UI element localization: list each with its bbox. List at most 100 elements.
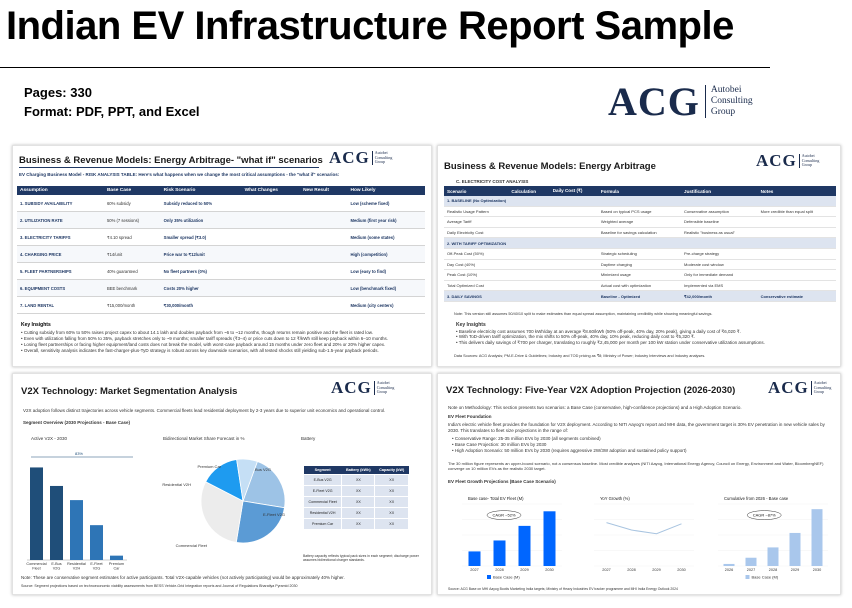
segmentation-charts: Active V2X - 2030 Bidirectional Market S…: [26, 436, 316, 571]
table-cell: 2. UTILIZATION RATE: [17, 211, 104, 229]
slide-energy-arbitrage[interactable]: Business & Revenue Models: Energy Arbitr…: [437, 145, 841, 367]
table-cell: [508, 280, 550, 292]
table-cell: [508, 206, 550, 218]
electricity-cost-table: Scenario Calculation Daily Cost (₹) Form…: [444, 186, 836, 302]
segment-overview-label: Segment Overview (2030 Projections - Bas…: [23, 420, 131, 425]
table-cell: [508, 259, 550, 271]
table-cell: [549, 290, 598, 302]
insight-item: • This delivers daily savings of ₹700 pe…: [456, 340, 765, 346]
pie-slice: [236, 458, 258, 502]
title-underline: [19, 167, 319, 169]
table-row: 2. UTILIZATION RATE 50% (7 sessions) Only …: [17, 211, 425, 229]
insight-text: Baseline electricity cost assumes 700 kW…: [458, 328, 741, 334]
table-cell: 1. SUBSIDY AVAILABILITY: [17, 195, 104, 212]
segment-bar: [110, 555, 123, 560]
column-header: New Result: [300, 186, 348, 195]
acg-logo-line1: Autobei: [710, 85, 742, 96]
column-header: What Changes: [241, 186, 301, 195]
bar-category-label: V2G: [93, 567, 101, 571]
table-row: 3. ELECTRICITY TARIFFS ₹4.10 spread Smalle…: [17, 228, 425, 246]
table-row: Daily Electricity Cost Baseline for savin…: [444, 227, 836, 239]
acg-logo-subtitle: Autobei Consulting Group: [371, 150, 392, 165]
column-header: How Likely: [347, 186, 425, 195]
column-header: Base Case: [103, 186, 161, 195]
bar-category-label: E-Fleet: [90, 562, 103, 566]
insight-text: Losing fleet partnerships or facing high…: [23, 341, 386, 347]
x-tick-label: 2030: [813, 568, 821, 572]
table-cell: [508, 269, 550, 281]
table-row: Peak Cost (10%) Minimized usage Only for i…: [444, 269, 836, 281]
yoy-growth-chart: YoY Growth (%) 2027 2028 2029 2030: [594, 496, 694, 572]
chart-bar: [723, 563, 735, 566]
title-divider: [0, 67, 770, 68]
key-insights: Key Insights • Cutting subsidy from 60% …: [21, 322, 388, 353]
total-ev-fleet-chart: Base case- Total EV Fleet (M) 2027 2028 202…: [462, 496, 562, 580]
acg-logo: ACG Autobei Consulting Group: [608, 78, 753, 125]
acg-logo-line3: Group: [813, 389, 825, 395]
table-cell: [549, 269, 598, 281]
battery-table-note: Battery capacity reflects typical pack s…: [303, 554, 419, 563]
chart-title: YoY Growth (%): [600, 496, 630, 501]
table-row: E-Bus V2G XX XX: [302, 474, 409, 486]
column-header: Daily Cost (₹): [549, 186, 598, 196]
table-cell: Only for immediate demand: [681, 269, 758, 281]
table-row: Realistic Usage Pattern Based on typical …: [444, 206, 836, 218]
column-header: Formula: [597, 186, 682, 196]
table-cell: Moderate cost window: [681, 259, 758, 271]
table-cell: Pre-charge strategy: [681, 248, 758, 260]
table-cell: 4. CHARGING PRICE: [17, 245, 104, 263]
column-header: Risk Scenario: [160, 186, 242, 195]
table-cell: Medium (some states): [347, 228, 425, 246]
slide-title: Business & Revenue Models: Energy Arbitr…: [19, 155, 323, 166]
x-tick-label: 2029: [652, 568, 660, 572]
foundation-label: EV Fleet Foundation: [448, 414, 492, 419]
table-cell: [241, 195, 301, 212]
insight-text: This delivers daily savings of ₹700 per …: [458, 340, 765, 346]
table-cell: ₹14/unit: [103, 245, 161, 263]
table-cell: High (competition): [347, 245, 425, 263]
slide-v2x-market-segmentation[interactable]: V2X Technology: Market Segmentation Anal…: [12, 373, 432, 595]
chart-bar: [518, 525, 531, 566]
risk-analysis-table: Assumption Base Case Risk Scenario What …: [17, 186, 425, 314]
table-cell: [508, 227, 550, 239]
chart-bar: [468, 551, 481, 566]
insights-heading: Key Insights: [456, 322, 486, 328]
table-cell: Implemented via EMS: [681, 280, 758, 292]
table-cell: Low (scheme fixed): [347, 195, 425, 212]
table-cell: [300, 211, 348, 229]
page-title: Indian EV Infrastructure Report Sample: [6, 4, 734, 48]
acg-logo-text: ACG: [329, 148, 370, 167]
table-cell: [757, 259, 836, 271]
bar-category-label: Fleet: [32, 567, 41, 571]
table-cell: Off-Peak Cost (50%): [444, 248, 509, 260]
acg-logo-line1: Autobei: [813, 380, 827, 386]
slide-energy-arbitrage-what-if[interactable]: Business & Revenue Models: Energy Arbitr…: [12, 145, 432, 367]
slide-v2x-adoption-projection[interactable]: V2X Technology: Five-Year V2X Adoption P…: [437, 373, 841, 595]
acg-logo-line1: Autobei: [376, 380, 390, 386]
table-cell: Conservative estimate: [757, 290, 836, 302]
legend-swatch: [487, 575, 491, 579]
pie-slice-label: E-Fleet V2G: [263, 512, 285, 517]
table-cell: [241, 211, 301, 229]
table-cell: [549, 259, 598, 271]
table-cell: ₹4.10 spread: [103, 228, 161, 246]
column-header: Capacity (kW): [374, 466, 409, 475]
bullet-text: Base Case Projection: 30 million EVs by …: [454, 441, 547, 447]
acg-logo-line3: Group: [374, 159, 386, 165]
table-cell: Weighted average: [597, 216, 682, 228]
cagr-badge: [746, 510, 782, 520]
column-header: Segment: [303, 466, 342, 475]
table-cell: Based on typical PCS usage: [597, 206, 682, 218]
table-cell: [549, 280, 598, 292]
table-cell: [300, 245, 348, 263]
table-cell: Low (benchmark fixed): [347, 279, 425, 297]
bar-chart-title: Active V2X - 2030: [31, 436, 68, 441]
table-cell: Commercial Fleet: [302, 496, 343, 508]
table-cell: [549, 248, 598, 260]
table-cell: Total Optimized Cost: [444, 280, 509, 292]
foundation-text: India's electric vehicle fleet provides …: [448, 422, 825, 433]
table-row: Total Optimized Cost Actual cost with opt…: [444, 280, 836, 292]
table-cell: XX: [341, 507, 376, 519]
bullet-text: Conservative Range: 25-35 million EVs by…: [454, 436, 601, 441]
table-cell: [757, 227, 836, 239]
